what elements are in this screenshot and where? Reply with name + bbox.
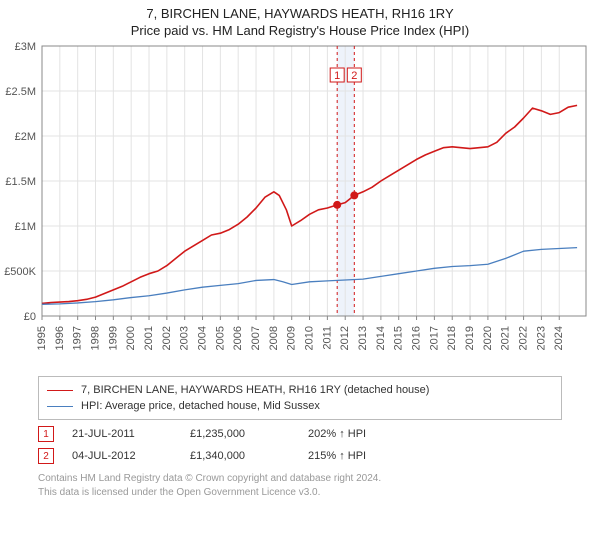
sale-price: £1,235,000 — [190, 428, 290, 440]
svg-text:£2.5M: £2.5M — [5, 86, 36, 98]
svg-text:£2M: £2M — [15, 131, 36, 143]
svg-text:2: 2 — [351, 70, 357, 82]
svg-text:2018: 2018 — [446, 326, 458, 350]
sale-marker-box: 2 — [38, 448, 54, 464]
footer-line-1: Contains HM Land Registry data © Crown c… — [38, 472, 562, 486]
svg-text:2020: 2020 — [482, 326, 494, 350]
footer-attribution: Contains HM Land Registry data © Crown c… — [38, 472, 562, 499]
price-chart: £0 £500K £1M £1.5M £2M £2.5M £3M 1995 1996 1997 19… — [0, 38, 600, 368]
svg-text:2009: 2009 — [286, 326, 298, 350]
svg-text:1995: 1995 — [36, 326, 48, 350]
svg-text:£0: £0 — [24, 311, 36, 323]
svg-text:£1.5M: £1.5M — [5, 176, 36, 188]
svg-text:2017: 2017 — [428, 326, 440, 350]
sale-row: 2 04-JUL-2012 £1,340,000 215% ↑ HPI — [38, 448, 562, 464]
svg-text:2007: 2007 — [250, 326, 262, 350]
footer-line-2: This data is licensed under the Open Gov… — [38, 486, 562, 500]
sale-price: £1,340,000 — [190, 450, 290, 462]
legend-swatch — [47, 406, 73, 407]
svg-text:1996: 1996 — [54, 326, 66, 350]
svg-text:2011: 2011 — [321, 326, 333, 350]
legend-label: HPI: Average price, detached house, Mid … — [81, 400, 320, 412]
svg-text:2016: 2016 — [411, 326, 423, 350]
svg-text:2023: 2023 — [535, 326, 547, 350]
sale-date: 21-JUL-2011 — [72, 428, 172, 440]
svg-text:2014: 2014 — [375, 326, 387, 350]
title-address: 7, BIRCHEN LANE, HAYWARDS HEATH, RH16 1R… — [0, 6, 600, 21]
svg-text:1999: 1999 — [107, 326, 119, 350]
svg-text:£500K: £500K — [4, 266, 36, 278]
svg-text:£1M: £1M — [15, 221, 36, 233]
legend-row: 7, BIRCHEN LANE, HAYWARDS HEATH, RH16 1R… — [47, 382, 553, 398]
title-block: 7, BIRCHEN LANE, HAYWARDS HEATH, RH16 1R… — [0, 0, 600, 38]
sale-marker-box: 1 — [38, 426, 54, 442]
svg-text:2005: 2005 — [214, 326, 226, 350]
sales-list: 1 21-JUL-2011 £1,235,000 202% ↑ HPI 2 04-JUL-… — [0, 426, 600, 464]
svg-text:£3M: £3M — [15, 41, 36, 53]
svg-text:1: 1 — [334, 70, 340, 82]
svg-text:2000: 2000 — [125, 326, 137, 350]
sale-pct-vs-hpi: 215% ↑ HPI — [308, 450, 366, 462]
svg-text:1997: 1997 — [72, 326, 84, 350]
legend-box: 7, BIRCHEN LANE, HAYWARDS HEATH, RH16 1R… — [38, 376, 562, 420]
svg-text:2001: 2001 — [143, 326, 155, 350]
svg-text:2013: 2013 — [357, 326, 369, 350]
svg-text:2021: 2021 — [500, 326, 512, 350]
sale-date: 04-JUL-2012 — [72, 450, 172, 462]
svg-text:2022: 2022 — [518, 326, 530, 350]
svg-text:2019: 2019 — [464, 326, 476, 350]
svg-text:2002: 2002 — [161, 326, 173, 350]
legend-row: HPI: Average price, detached house, Mid … — [47, 398, 553, 414]
svg-text:2024: 2024 — [553, 326, 565, 350]
legend-label: 7, BIRCHEN LANE, HAYWARDS HEATH, RH16 1R… — [81, 384, 429, 396]
sale-pct-vs-hpi: 202% ↑ HPI — [308, 428, 366, 440]
svg-text:2003: 2003 — [179, 326, 191, 350]
title-subtitle: Price paid vs. HM Land Registry's House … — [0, 23, 600, 38]
svg-text:2012: 2012 — [339, 326, 351, 350]
legend-swatch — [47, 390, 73, 391]
svg-text:2004: 2004 — [197, 326, 209, 350]
chart-container: £0 £500K £1M £1.5M £2M £2.5M £3M 1995 1996 1997 19… — [0, 38, 600, 368]
svg-text:1998: 1998 — [90, 326, 102, 350]
svg-text:2010: 2010 — [304, 326, 316, 350]
sale-row: 1 21-JUL-2011 £1,235,000 202% ↑ HPI — [38, 426, 562, 442]
svg-text:2015: 2015 — [393, 326, 405, 350]
svg-text:2006: 2006 — [232, 326, 244, 350]
svg-text:2008: 2008 — [268, 326, 280, 350]
